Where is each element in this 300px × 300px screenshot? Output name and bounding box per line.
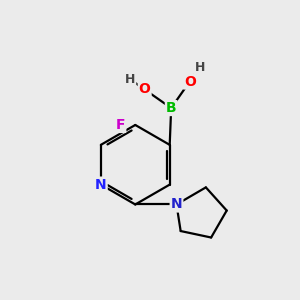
- Text: N: N: [95, 178, 107, 192]
- Text: H: H: [195, 61, 205, 74]
- Text: H: H: [125, 73, 135, 86]
- Text: O: O: [184, 74, 196, 88]
- Text: B: B: [166, 101, 176, 115]
- Text: O: O: [139, 82, 151, 97]
- Text: F: F: [116, 118, 125, 132]
- Text: N: N: [171, 197, 182, 212]
